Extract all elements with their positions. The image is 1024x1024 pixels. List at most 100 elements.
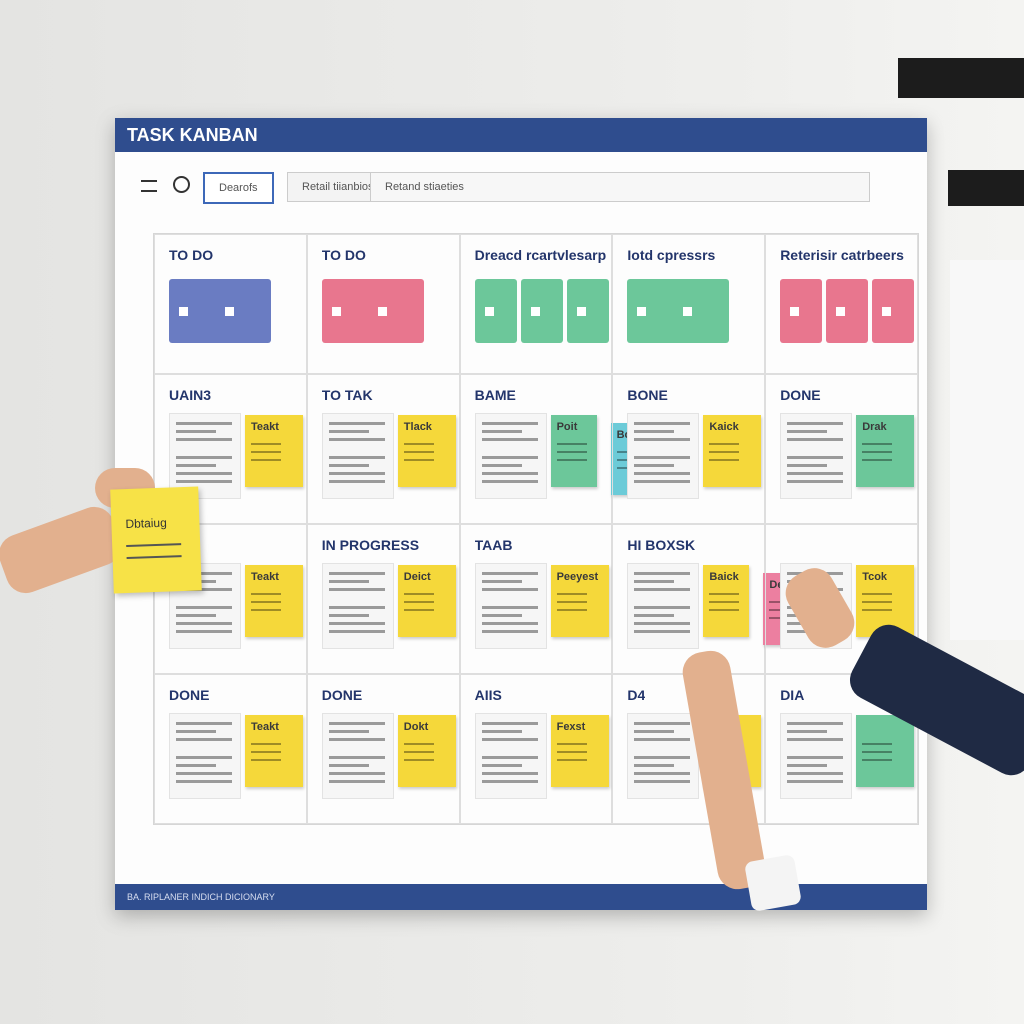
note-line	[862, 743, 893, 745]
tab[interactable]: Retand stiaeties	[370, 172, 870, 202]
text-placeholder	[328, 738, 385, 741]
text-placeholder	[634, 588, 691, 591]
kanban-cell: BONE Kaick	[612, 374, 766, 524]
note-line	[251, 593, 281, 595]
kanban-board: TASK KANBAN Dearofs Retail tiianbios Ret…	[115, 118, 927, 910]
note-line	[709, 443, 740, 445]
note-label: Dokt	[403, 721, 429, 733]
kanban-cell: IN PROGRESS Deict	[306, 524, 460, 674]
kanban-cell: UAIN3 Teakt	[154, 374, 307, 524]
note-line	[403, 743, 434, 745]
note-line	[251, 459, 281, 461]
text-placeholder	[176, 722, 232, 725]
text-placeholder	[328, 780, 385, 783]
kanban-cell: Dreacd rcartvlesarp Mhrbtaous	[459, 234, 613, 374]
text-placeholder	[634, 572, 691, 575]
task-card	[474, 713, 547, 799]
text-placeholder	[176, 614, 216, 617]
kanban-cell: DONE Dokt	[306, 674, 460, 824]
sticky-note: Tlack	[397, 415, 456, 487]
note-label: Tcok	[862, 571, 888, 583]
text-placeholder	[176, 472, 232, 475]
sticky-note: Poit	[550, 415, 597, 487]
note-line	[556, 443, 587, 445]
note-line	[403, 593, 434, 595]
column-heading: Iotd cpressrs	[627, 247, 716, 263]
note-line	[556, 593, 587, 595]
text-placeholder	[634, 780, 691, 783]
note-line	[862, 443, 893, 445]
text-placeholder	[634, 438, 691, 441]
column-heading: AIIS	[474, 687, 502, 703]
task-card	[627, 563, 700, 649]
note-label: Dbtaiug	[125, 515, 168, 532]
note-line	[251, 743, 281, 745]
task-card	[627, 413, 700, 499]
note-line	[251, 609, 281, 611]
kanban-cell: Iotd cpressrs	[612, 234, 766, 374]
text-placeholder	[176, 756, 232, 759]
menu-icon[interactable]	[141, 180, 157, 192]
text-placeholder	[634, 772, 691, 775]
note-line	[126, 555, 182, 560]
text-placeholder	[176, 738, 232, 741]
sticky-note: Fexst	[550, 715, 609, 787]
footer-bar: BA. RIPLANER INDICH DICIONARY	[115, 884, 927, 910]
task-tile	[780, 279, 823, 343]
note-line	[862, 451, 893, 453]
task-tile	[673, 279, 730, 343]
note-label: Teakt	[251, 571, 279, 583]
task-tile	[520, 279, 563, 343]
sleeve-cuff	[744, 854, 802, 912]
text-placeholder	[328, 472, 385, 475]
text-placeholder	[176, 480, 232, 483]
note-label: Teakt	[251, 721, 279, 733]
column-heading: Dreacd rcartvlesarp Mhrbtaous	[474, 247, 610, 263]
note-line	[556, 601, 587, 603]
hand	[0, 501, 127, 599]
note-label: Peeyest	[556, 571, 599, 583]
note-line	[862, 593, 893, 595]
text-placeholder	[481, 572, 538, 575]
text-placeholder	[787, 722, 844, 725]
text-placeholder	[328, 456, 385, 459]
note-line	[556, 759, 587, 761]
task-card	[780, 713, 853, 799]
text-placeholder	[328, 422, 385, 425]
sticky-note: Deict	[397, 565, 456, 637]
text-placeholder	[634, 430, 675, 433]
column-heading: TO DO	[321, 247, 366, 263]
kanban-grid: TO DO TO DO Dreacd rcartvlesarp Mhrbtaous I…	[153, 233, 919, 825]
text-placeholder	[328, 630, 385, 633]
text-placeholder	[481, 764, 522, 767]
kanban-cell: DONE Drak	[765, 374, 918, 524]
kanban-cell: TO DO	[154, 234, 307, 374]
column-heading: BONE	[627, 387, 668, 403]
note-line	[709, 593, 740, 595]
text-placeholder	[787, 480, 844, 483]
task-tile	[474, 279, 517, 343]
task-card	[321, 713, 394, 799]
note-line	[403, 459, 434, 461]
task-card	[474, 413, 547, 499]
note-label: Baick	[709, 571, 739, 583]
search-icon[interactable]	[173, 176, 190, 193]
text-placeholder	[481, 614, 522, 617]
text-placeholder	[787, 764, 828, 767]
text-placeholder	[176, 730, 216, 733]
title-bar: TASK KANBAN	[115, 118, 927, 152]
note-line	[556, 743, 587, 745]
text-placeholder	[176, 422, 232, 425]
column-heading: HI BOXSK	[627, 537, 696, 553]
tab[interactable]: Dearofs	[203, 172, 274, 204]
text-placeholder	[176, 630, 232, 633]
note-line	[862, 609, 893, 611]
note-line	[251, 751, 281, 753]
text-placeholder	[481, 422, 538, 425]
text-placeholder	[481, 430, 522, 433]
task-tile	[826, 279, 869, 343]
text-placeholder	[481, 730, 522, 733]
ceiling-light	[898, 58, 1024, 98]
sticky-note: Dokt	[397, 715, 456, 787]
task-card	[780, 413, 853, 499]
